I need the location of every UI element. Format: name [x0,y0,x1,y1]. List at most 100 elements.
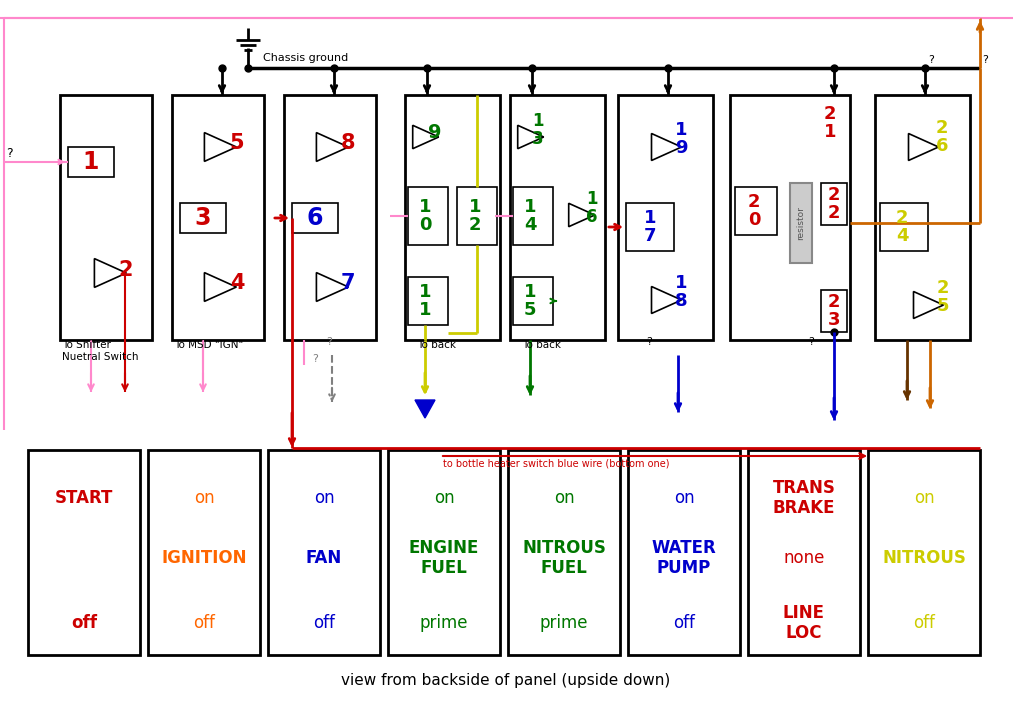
Polygon shape [316,272,348,301]
Text: view from backside of panel (upside down): view from backside of panel (upside down… [341,673,671,688]
Text: To MSD "IGN": To MSD "IGN" [174,340,243,350]
Polygon shape [412,125,439,149]
Text: WATER
PUMP: WATER PUMP [651,539,716,577]
Bar [268,450,380,655]
Text: ?: ? [646,337,652,347]
Bar [618,95,713,340]
Text: 2
6: 2 6 [936,119,948,155]
Text: 2
3: 2 3 [828,293,840,329]
Text: off: off [313,614,335,632]
Text: START: START [55,489,113,507]
Bar [405,95,500,340]
Text: on: on [434,489,454,507]
Bar [180,203,226,233]
Polygon shape [914,292,943,319]
Text: 2
4: 2 4 [895,209,909,245]
Text: 1
2: 1 2 [469,198,481,234]
Bar [172,95,264,340]
Text: ?: ? [312,354,318,364]
Text: 1
8: 1 8 [675,274,687,310]
Bar [60,95,152,340]
Bar [513,187,553,245]
Text: 2
5: 2 5 [937,279,949,315]
Bar [868,450,980,655]
Text: 1
5: 1 5 [524,283,536,319]
Text: 6: 6 [307,206,323,230]
Bar [875,95,970,340]
Text: ENGINE
FUEL: ENGINE FUEL [409,539,479,577]
Bar [510,95,605,340]
Text: 1
3: 1 3 [532,112,544,148]
Polygon shape [205,272,236,301]
Text: ?: ? [6,147,12,160]
Text: TRANS
BRAKE: TRANS BRAKE [773,479,836,518]
Polygon shape [651,134,682,161]
Bar [748,450,860,655]
Bar [790,183,812,263]
Polygon shape [518,125,544,149]
Text: 1
7: 1 7 [643,209,656,245]
Text: IGNITION: IGNITION [161,549,247,567]
Polygon shape [568,203,595,227]
Text: on: on [914,489,934,507]
Bar [513,277,553,325]
Text: To back: To back [417,340,456,350]
Text: 2
0: 2 0 [748,193,760,229]
Text: 1
0: 1 0 [418,198,432,234]
Text: 3: 3 [194,206,212,230]
Text: ?: ? [928,55,934,65]
Text: NITROUS
FUEL: NITROUS FUEL [522,539,606,577]
Text: on: on [193,489,215,507]
Text: 2
2: 2 2 [828,186,840,222]
Text: 5: 5 [230,133,244,153]
Text: 1
9: 1 9 [675,121,687,157]
Text: resistor: resistor [796,206,805,240]
Text: ?: ? [982,55,988,65]
Text: 9: 9 [428,124,442,142]
Text: on: on [674,489,694,507]
Bar [68,147,114,177]
Polygon shape [316,132,348,161]
Bar [821,290,847,332]
Text: 1
6: 1 6 [587,190,598,226]
Bar [628,450,741,655]
Polygon shape [909,134,938,161]
Text: 2
1: 2 1 [824,105,837,141]
Text: ?: ? [326,337,332,347]
Text: on: on [314,489,334,507]
Bar [626,203,674,251]
Bar [148,450,260,655]
Text: 1: 1 [83,150,99,174]
Text: 2: 2 [119,260,134,280]
Bar [408,277,448,325]
Bar [730,95,850,340]
Polygon shape [205,132,236,161]
Bar [508,450,620,655]
Text: Chassis ground: Chassis ground [263,53,348,63]
Polygon shape [415,400,435,418]
Text: off: off [673,614,695,632]
Text: LINE
LOC: LINE LOC [783,604,825,643]
Bar [735,187,777,235]
Text: Nuetral Switch: Nuetral Switch [62,352,139,362]
Text: on: on [554,489,574,507]
Bar [28,450,140,655]
Bar [457,187,497,245]
Polygon shape [651,287,682,314]
Text: prime: prime [540,614,589,632]
Text: 1
4: 1 4 [524,198,536,234]
Bar [821,183,847,225]
Text: 4: 4 [230,273,244,293]
Text: off: off [71,614,97,632]
Bar [388,450,500,655]
Bar [284,95,376,340]
Text: 7: 7 [340,273,356,293]
Text: ?: ? [808,337,813,347]
Text: none: none [783,549,825,567]
Text: 8: 8 [340,133,356,153]
Bar [880,203,928,251]
Bar [408,187,448,245]
Text: 1
1: 1 1 [418,283,432,319]
Text: off: off [193,614,215,632]
Bar [292,203,338,233]
